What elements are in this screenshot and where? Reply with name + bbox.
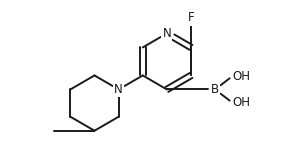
Text: N: N [162,27,171,40]
Text: B: B [211,83,219,96]
Text: OH: OH [232,96,250,109]
Text: N: N [114,83,123,96]
Text: F: F [188,11,194,24]
Text: OH: OH [232,70,250,83]
